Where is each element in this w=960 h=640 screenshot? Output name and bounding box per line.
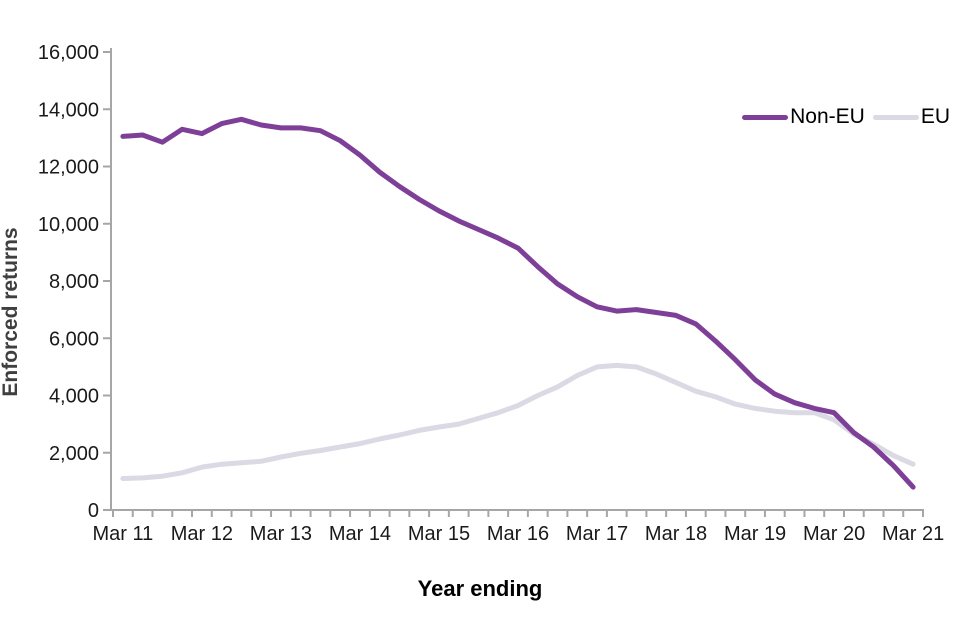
x-tick-label: Mar 11: [92, 523, 153, 545]
legend-label-eu: EU: [920, 105, 950, 128]
y-tick-label: 14,000: [38, 99, 99, 121]
y-tick-label: 10,000: [38, 214, 99, 236]
legend-label-non-eu: Non-EU: [790, 105, 865, 128]
x-tick-label: Mar 14: [329, 523, 391, 545]
x-tick-label: Mar 20: [803, 523, 865, 545]
legend-item-non-eu: Non-EU: [742, 105, 865, 129]
x-tick-label: Mar 16: [487, 523, 549, 545]
legend: Non-EU EU: [742, 104, 950, 130]
y-axis-title: Enforced returns: [0, 227, 22, 397]
series-line-eu: [120, 362, 916, 481]
x-tick-label: Mar 19: [724, 523, 786, 545]
x-tick-label: Mar 17: [566, 523, 628, 545]
y-tick-label: 8,000: [49, 271, 99, 293]
x-tick-label: Mar 21: [882, 523, 944, 545]
y-tick-label: 4,000: [49, 386, 99, 408]
x-tick-label: Mar 12: [171, 523, 233, 545]
series-line-non-eu: [120, 116, 916, 490]
legend-item-eu: EU: [872, 105, 950, 129]
x-tick-label: Mar 15: [408, 523, 470, 545]
y-tick-label: 12,000: [38, 157, 99, 179]
x-tick-label: Mar 13: [250, 523, 312, 545]
y-tick-label: 6,000: [49, 328, 99, 350]
x-tick-label: Mar 18: [645, 523, 707, 545]
eu-line-swatch-icon: [872, 114, 919, 120]
y-tick-label: 0: [88, 500, 99, 522]
x-axis-title: Year ending: [417, 576, 543, 601]
y-tick-label: 2,000: [49, 443, 99, 465]
non-eu-line-swatch-icon: [742, 114, 789, 120]
y-tick-label: 16,000: [38, 42, 99, 64]
